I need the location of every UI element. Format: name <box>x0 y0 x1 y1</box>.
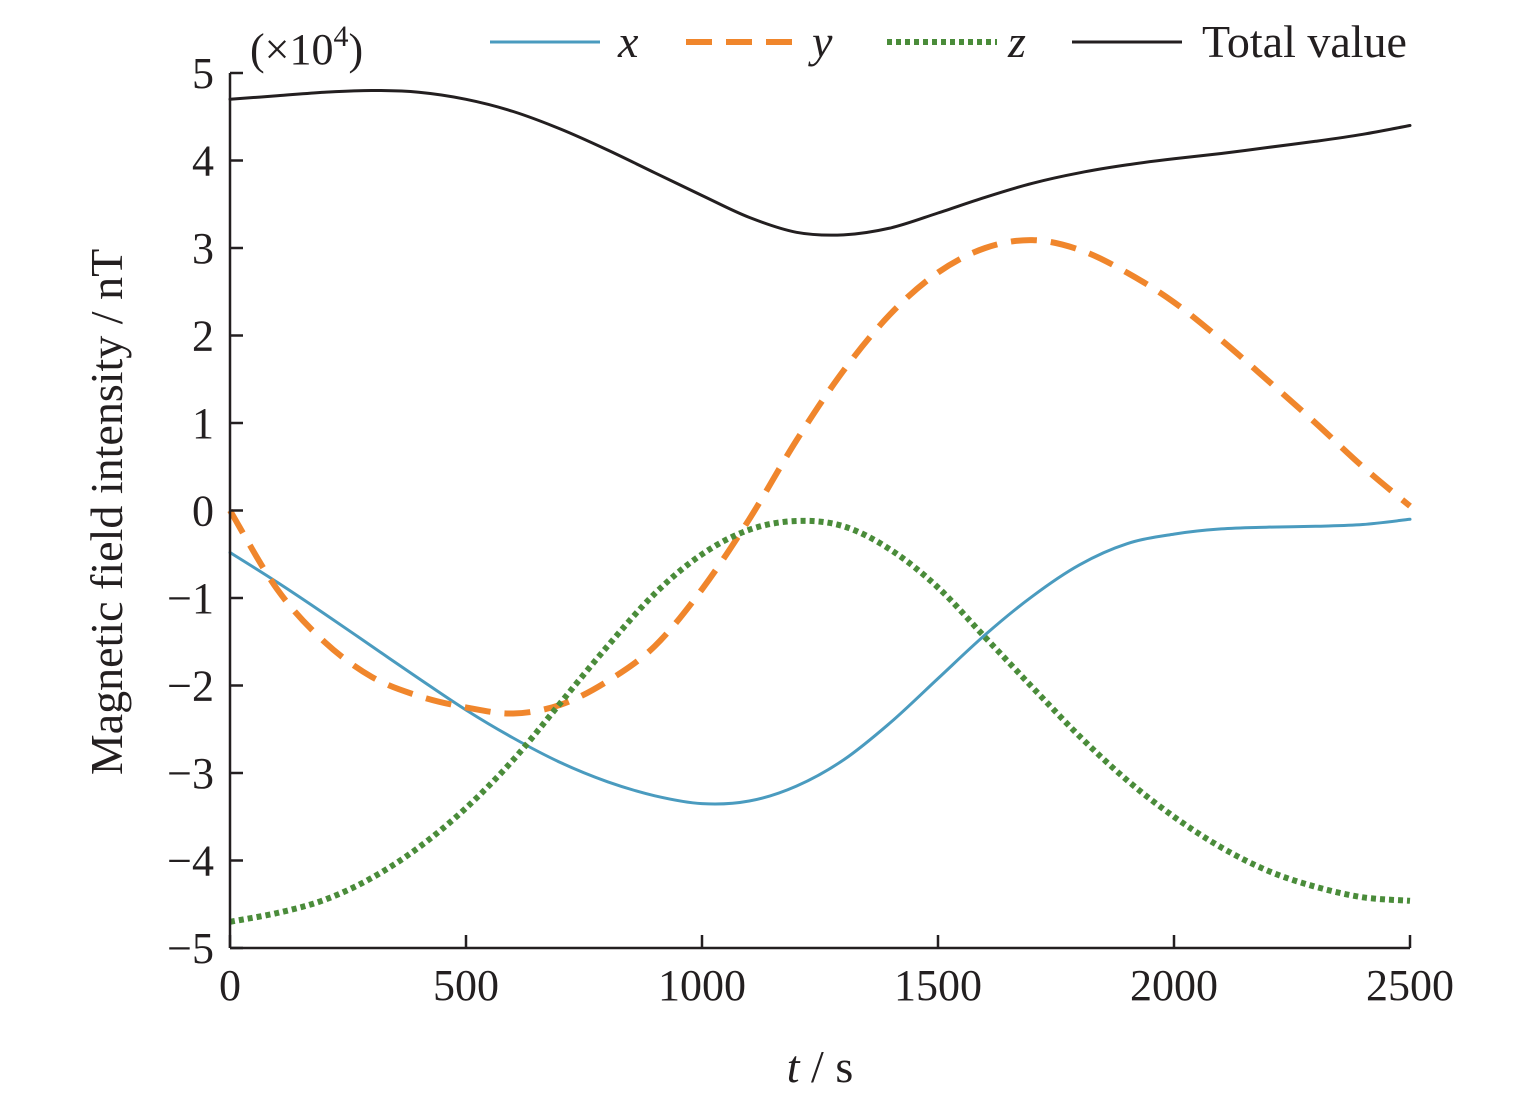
legend: x y z Total value <box>490 16 1407 67</box>
x-axis-label: t / s <box>787 1041 853 1092</box>
y-tick-label: −3 <box>167 749 214 798</box>
series-line-x <box>228 517 1412 806</box>
y-tick-label: 3 <box>192 224 214 273</box>
x-tick-label: 2000 <box>1130 961 1218 1010</box>
y-axis-multiplier: (×104) <box>250 20 363 74</box>
y-axis-label: Magnetic field intensity / nT <box>81 249 132 775</box>
series-line-y <box>227 237 1412 717</box>
y-tick-label: 1 <box>192 399 214 448</box>
y-tick-label: −5 <box>167 924 214 973</box>
y-tick-label: 0 <box>192 487 214 536</box>
series-line-z <box>229 517 1411 925</box>
x-tick-label: 1000 <box>658 961 746 1010</box>
y-tick-label: −2 <box>167 662 214 711</box>
y-tick-label: −4 <box>167 837 214 886</box>
legend-label-total: Total value <box>1202 16 1407 67</box>
axes-layer: 0 500 1000 1500 2000 2500 5 4 3 2 1 0 −1 −2 −3 −4 −5 <box>167 49 1454 1010</box>
legend-label-y: y <box>808 16 833 67</box>
series-layer <box>227 89 1412 925</box>
x-tick-label: 2500 <box>1366 961 1454 1010</box>
x-tick-label: 0 <box>219 961 241 1010</box>
y-tick-label: −1 <box>167 574 214 623</box>
y-tick-label: 4 <box>192 137 214 186</box>
x-tick-label: 500 <box>433 961 499 1010</box>
legend-label-x: x <box>617 16 639 67</box>
y-tick-label: 5 <box>192 49 214 98</box>
series-line-total <box>228 89 1412 237</box>
x-tick-label: 1500 <box>894 961 982 1010</box>
legend-label-z: z <box>1007 16 1026 67</box>
y-tick-label: 2 <box>192 312 214 361</box>
